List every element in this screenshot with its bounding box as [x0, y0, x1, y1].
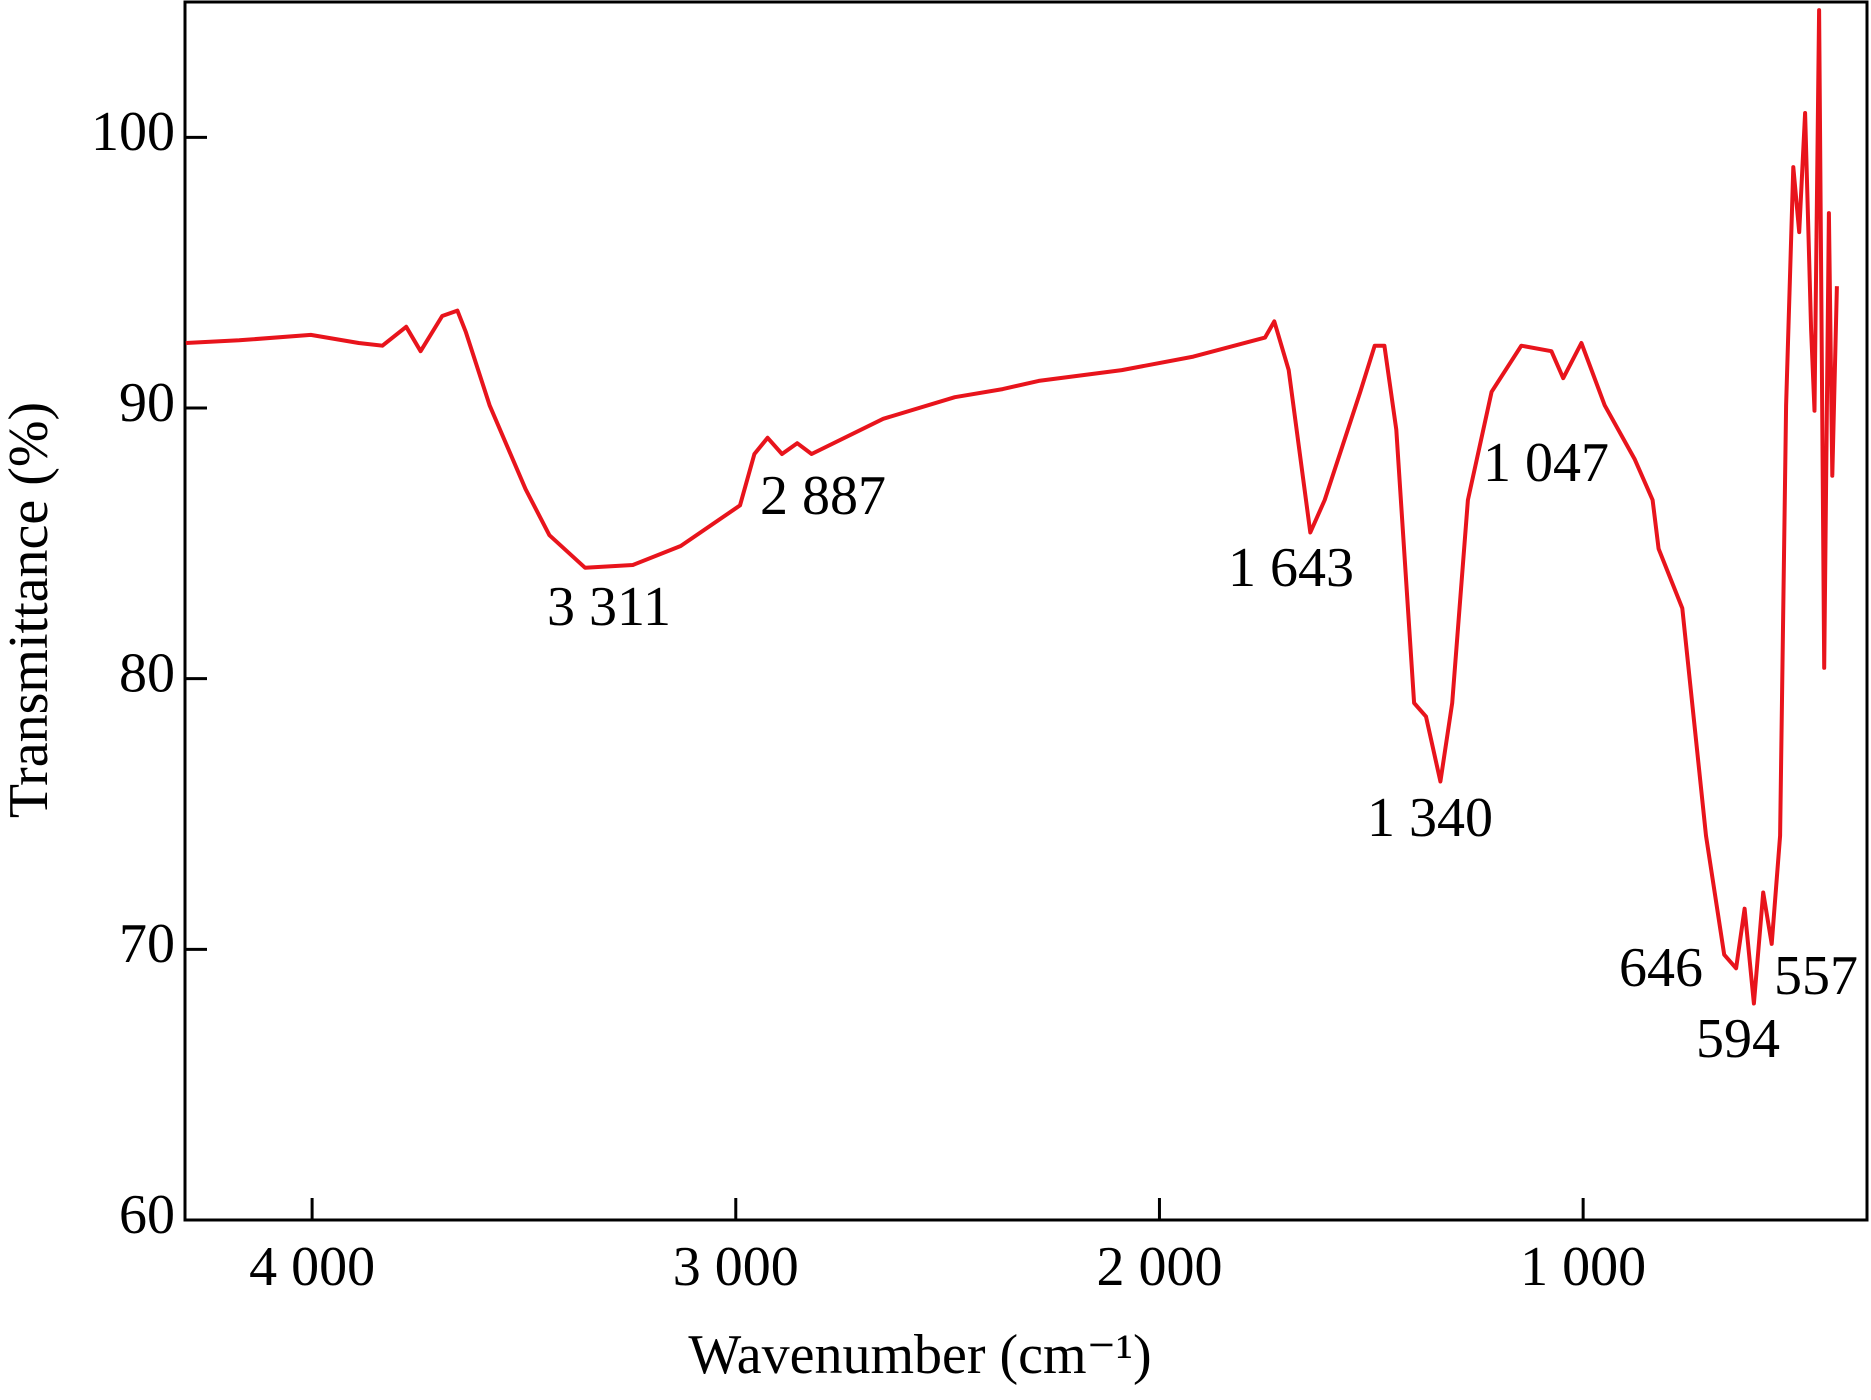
peak-label: 3 311 — [547, 576, 671, 638]
y-tick-label: 70 — [119, 913, 175, 975]
peak-label: 646 — [1619, 937, 1703, 999]
peak-label: 557 — [1774, 945, 1858, 1007]
y-tick-label: 60 — [119, 1184, 175, 1246]
x-tick-label: 1 000 — [1520, 1236, 1646, 1298]
peak-label: 1 643 — [1228, 537, 1354, 599]
peak-label: 1 340 — [1367, 787, 1493, 849]
x-axis-label: Wavenumber (cm⁻¹) — [688, 1324, 1151, 1386]
peak-label: 1 047 — [1483, 432, 1609, 494]
spectrum-line — [185, 8, 1839, 1006]
y-tick-label: 100 — [91, 101, 175, 163]
y-tick-label: 80 — [119, 643, 175, 705]
plot-frame — [183, 0, 1869, 1222]
x-tick-label: 2 000 — [1096, 1236, 1222, 1298]
x-tick-label: 3 000 — [673, 1236, 799, 1298]
peak-label: 2 887 — [760, 465, 886, 527]
x-tick-label: 4 000 — [249, 1236, 375, 1298]
y-axis-label: Transmittance (%) — [0, 402, 60, 818]
y-tick-label: 90 — [119, 372, 175, 434]
peak-label: 594 — [1696, 1008, 1780, 1070]
